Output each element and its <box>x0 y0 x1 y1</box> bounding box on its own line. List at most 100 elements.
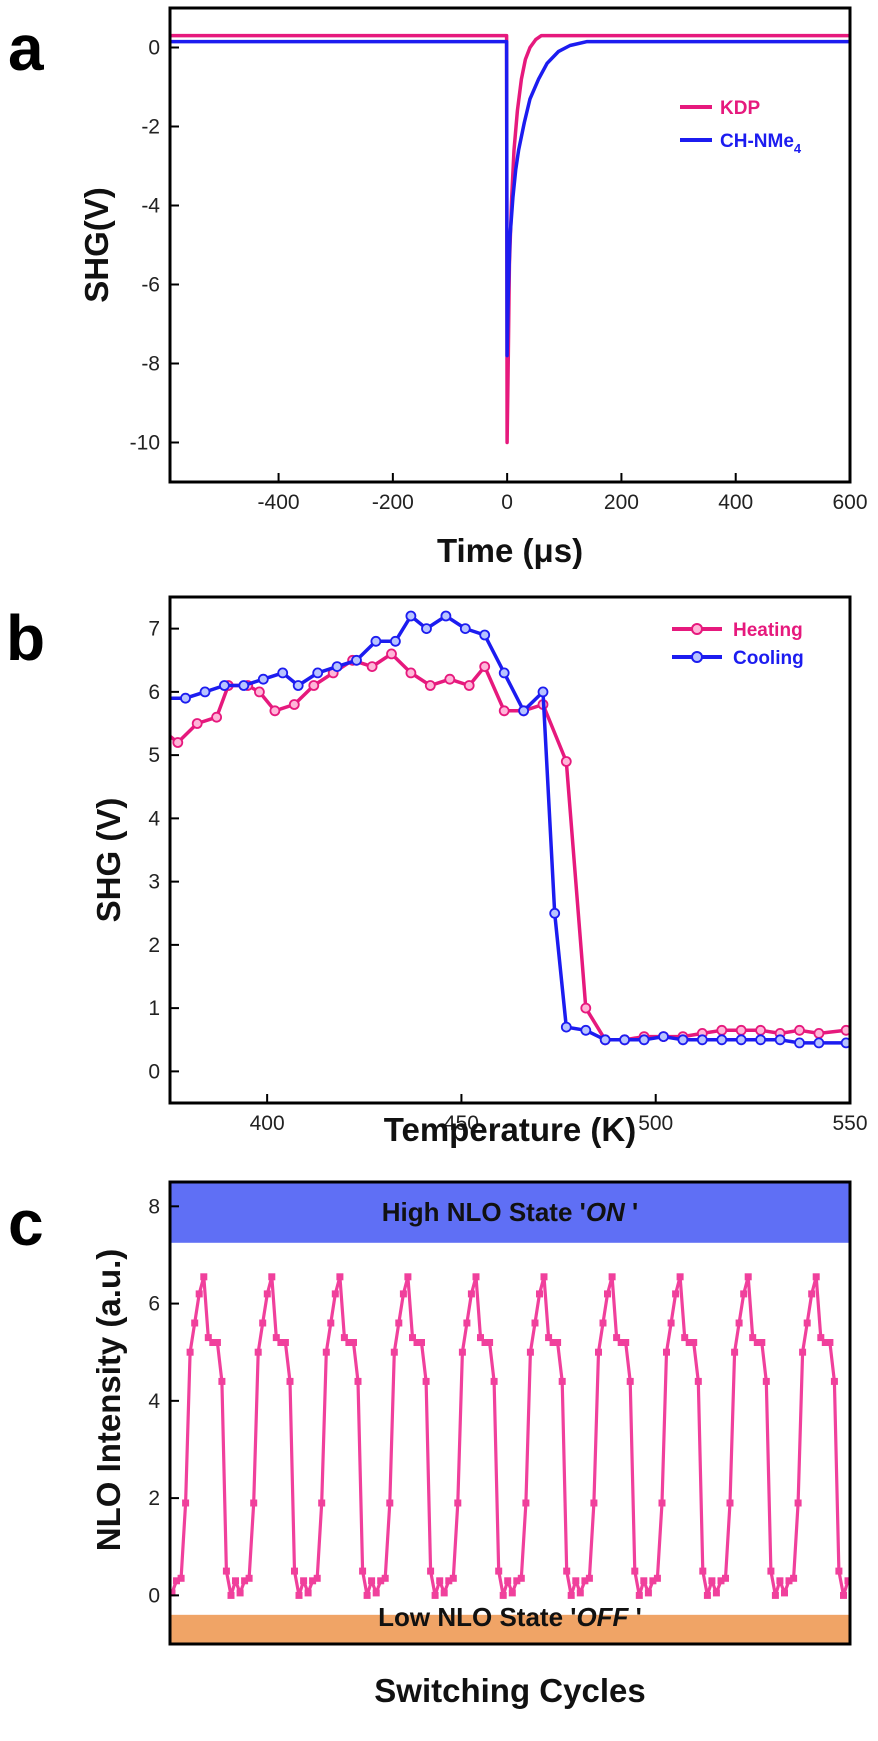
panel-b-y-tick-label: 0 <box>148 1060 160 1083</box>
panel-label-a: a <box>8 12 44 84</box>
switching-series-point <box>799 1348 807 1356</box>
panel-c-y-tick-label: 8 <box>148 1195 160 1218</box>
switching-series-point <box>722 1574 729 1582</box>
series-cooling-point <box>735 1034 747 1046</box>
switching-series-point <box>726 1499 734 1507</box>
series-cooling-point <box>677 1034 689 1046</box>
switching-series-point <box>241 1577 249 1585</box>
panel-b-y-tick-label: 2 <box>148 934 160 957</box>
switching-series-point <box>617 1339 625 1346</box>
switching-series-point <box>744 1273 752 1281</box>
panel-b-y-tick-label: 5 <box>148 744 160 767</box>
switching-series-point <box>740 1290 748 1298</box>
switching-series-point <box>735 1319 743 1327</box>
switching-series-point <box>635 1591 643 1599</box>
series-cooling-point <box>813 1037 825 1049</box>
panel-a-legend: KDP CH-NMe4 <box>680 98 802 156</box>
switching-series-point <box>658 1499 666 1507</box>
switching-series-point <box>250 1499 258 1507</box>
switching-series-point <box>599 1319 607 1327</box>
switching-series-point <box>604 1290 611 1298</box>
switching-series-point <box>531 1319 539 1327</box>
switching-series-point <box>227 1591 235 1599</box>
panel-b-y-tick-label: 7 <box>148 618 160 641</box>
panel-a-x-tick-label: 0 <box>501 491 513 514</box>
legend-ch-nme4-label: CH-NMe4 <box>720 131 802 156</box>
switching-series-point <box>399 1290 407 1298</box>
series-cooling-point <box>658 1031 669 1042</box>
switching-series-point <box>812 1273 820 1281</box>
switching-series-point <box>259 1319 267 1327</box>
switching-series-point <box>204 1334 212 1342</box>
switching-series-point <box>182 1499 190 1507</box>
switching-series-point <box>381 1574 389 1582</box>
series-cooling-point <box>370 635 382 647</box>
switching-series-point <box>767 1567 775 1575</box>
series-cooling-point <box>794 1037 805 1049</box>
panel-b-x-tick-label: 450 <box>444 1112 479 1135</box>
panel-a-y-tick-label: -10 <box>130 432 160 455</box>
switching-series-point <box>640 1577 648 1585</box>
switching-series-point <box>781 1589 788 1597</box>
switching-series-point <box>808 1290 816 1298</box>
series-heating-point <box>191 718 203 729</box>
series-heating-point <box>424 680 436 691</box>
switching-series-point <box>585 1574 593 1582</box>
switching-series-line <box>170 1275 850 1598</box>
switching-series-point <box>653 1574 661 1582</box>
series-cooling-point <box>560 1021 572 1033</box>
switching-series-point <box>336 1273 344 1281</box>
switching-series-point <box>563 1567 571 1575</box>
panel-c-y-tick-label: 0 <box>148 1584 160 1607</box>
switching-series-point <box>449 1574 457 1582</box>
switching-series-point <box>331 1290 339 1298</box>
series-heating-point <box>308 680 320 691</box>
series-heating-point <box>794 1024 805 1036</box>
series-cooling-point <box>218 680 230 691</box>
panel-c-chart: 0 2 4 6 8 High NLO State 'ON ' Low NLO State… <box>90 1180 852 1709</box>
switching-series-point <box>536 1290 543 1298</box>
switching-series-point <box>395 1319 403 1327</box>
panel-c-frame <box>168 1180 852 1646</box>
switching-series-point <box>549 1339 557 1346</box>
switching-series-point <box>667 1319 675 1327</box>
series-cooling-point <box>440 610 452 622</box>
switching-series-point <box>486 1339 494 1346</box>
switching-series-point <box>254 1348 262 1356</box>
series-cooling-point <box>498 667 510 679</box>
series-cooling-point <box>405 610 417 622</box>
switching-series-point <box>690 1339 698 1346</box>
switching-series-point <box>472 1273 480 1281</box>
switching-series-point <box>272 1334 280 1342</box>
series-cooling-point <box>599 1034 611 1046</box>
switching-series-point <box>581 1577 589 1585</box>
switching-series-point <box>644 1589 652 1597</box>
legend-kdp-label: KDP <box>720 98 760 119</box>
series-cooling-point <box>459 623 471 634</box>
series-heating-point <box>269 705 281 717</box>
panel-c-y-tick-label: 6 <box>148 1293 160 1316</box>
series-cooling-point <box>696 1034 708 1046</box>
switching-series-point <box>463 1319 471 1327</box>
switching-series-point <box>672 1290 680 1298</box>
off-state-band <box>170 1614 850 1644</box>
panel-b-y-tick-label: 4 <box>148 807 160 830</box>
switching-series-point <box>422 1377 430 1385</box>
switching-series-point <box>467 1290 475 1298</box>
switching-series-point <box>826 1339 834 1346</box>
switching-series-point <box>177 1574 185 1582</box>
on-state-band <box>170 1182 850 1243</box>
series-cooling-point <box>199 686 211 698</box>
panel-a-x-tick-label: 600 <box>832 491 867 514</box>
series-heating-point <box>444 673 456 685</box>
legend-heating-marker <box>691 623 703 635</box>
switching-series-point <box>440 1589 448 1597</box>
switching-series-point <box>418 1339 425 1346</box>
switching-series-point <box>608 1273 616 1281</box>
switching-series-point <box>327 1319 335 1327</box>
switching-series-point <box>576 1589 584 1597</box>
panel-c-x-axis-label: Switching Cycles <box>374 1672 645 1709</box>
switching-series-point <box>436 1577 444 1585</box>
switching-series-point <box>281 1339 289 1346</box>
